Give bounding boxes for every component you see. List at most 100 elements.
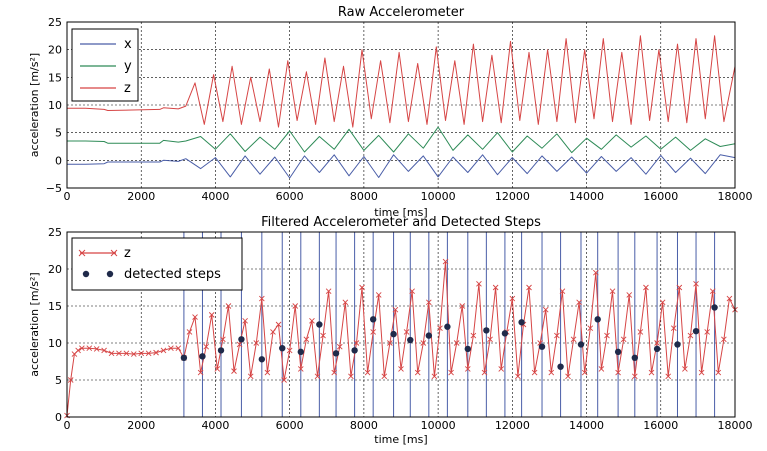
data-marker bbox=[387, 340, 393, 346]
data-marker bbox=[168, 345, 174, 351]
legend-marker bbox=[110, 249, 118, 257]
data-marker bbox=[275, 321, 282, 328]
legend-label: z bbox=[124, 81, 131, 96]
data-marker bbox=[709, 288, 716, 295]
data-marker bbox=[259, 295, 265, 302]
y-axis-label: acceleration [m/s²] bbox=[28, 53, 41, 157]
data-marker bbox=[101, 347, 107, 354]
legend-marker bbox=[82, 270, 90, 278]
step-point bbox=[653, 345, 661, 353]
chart-title: Raw Accelerometer bbox=[338, 5, 465, 20]
legend-label: y bbox=[124, 59, 132, 74]
data-marker bbox=[648, 369, 655, 376]
data-marker bbox=[470, 332, 477, 339]
x-tick-label: 8000 bbox=[350, 419, 378, 432]
data-marker bbox=[253, 340, 260, 346]
step-point bbox=[711, 304, 718, 311]
data-marker bbox=[325, 288, 332, 295]
legend-marker bbox=[106, 270, 114, 278]
data-marker bbox=[175, 345, 182, 351]
data-marker bbox=[236, 341, 243, 348]
y-tick-label: 20 bbox=[48, 263, 62, 276]
data-marker bbox=[208, 312, 215, 318]
data-marker bbox=[153, 349, 159, 356]
step-point bbox=[674, 341, 681, 348]
data-marker bbox=[659, 299, 666, 306]
data-marker bbox=[704, 329, 710, 335]
y-tick-label: 5 bbox=[55, 374, 62, 387]
y-tick-label: 15 bbox=[48, 300, 62, 313]
data-marker bbox=[509, 295, 516, 302]
data-marker bbox=[559, 288, 566, 295]
data-marker bbox=[487, 336, 493, 343]
step-point bbox=[518, 319, 525, 326]
data-marker bbox=[348, 373, 354, 380]
series-line-y bbox=[67, 126, 736, 154]
data-marker bbox=[93, 346, 100, 352]
step-point bbox=[199, 353, 206, 360]
data-marker bbox=[670, 325, 677, 332]
data-marker bbox=[481, 369, 488, 376]
data-marker bbox=[145, 350, 152, 357]
data-marker bbox=[492, 284, 499, 291]
legend-box bbox=[71, 237, 243, 291]
data-marker bbox=[604, 332, 610, 339]
y-tick-label: 0 bbox=[55, 411, 62, 424]
legend-box bbox=[71, 28, 139, 102]
data-marker bbox=[398, 366, 404, 372]
data-marker bbox=[598, 366, 605, 372]
data-marker bbox=[286, 347, 293, 354]
step-point bbox=[332, 350, 340, 357]
step-point bbox=[316, 321, 323, 328]
data-marker bbox=[342, 299, 349, 306]
data-marker bbox=[687, 332, 694, 339]
x-tick-label: 6000 bbox=[276, 419, 304, 432]
x-tick-label: 18000 bbox=[718, 419, 753, 432]
chart-title: Filtered Accelerometer and Detected Step… bbox=[261, 215, 541, 230]
data-marker bbox=[526, 284, 532, 291]
data-marker bbox=[515, 373, 521, 380]
data-marker bbox=[242, 317, 248, 324]
data-marker bbox=[548, 369, 555, 376]
data-marker bbox=[353, 340, 360, 346]
data-marker bbox=[220, 336, 226, 343]
data-marker bbox=[554, 332, 560, 339]
data-marker bbox=[442, 258, 449, 265]
data-marker bbox=[542, 306, 549, 313]
data-marker bbox=[214, 366, 221, 372]
x-tick-label: 4000 bbox=[201, 190, 229, 203]
series-line-z bbox=[66, 261, 736, 416]
legend-label: z bbox=[124, 246, 131, 261]
data-marker bbox=[643, 284, 649, 291]
x-tick-label: 2000 bbox=[127, 419, 155, 432]
data-marker bbox=[370, 329, 376, 335]
y-tick-label: 20 bbox=[48, 44, 62, 57]
step-point bbox=[483, 327, 490, 334]
x-tick-label: 14000 bbox=[569, 419, 604, 432]
y-axis-label: acceleration [m/s²] bbox=[28, 272, 41, 376]
data-marker bbox=[231, 368, 237, 374]
y-tick-label: −5 bbox=[46, 182, 62, 195]
data-marker bbox=[75, 347, 81, 354]
data-marker bbox=[615, 369, 621, 376]
series-line-z bbox=[67, 35, 736, 128]
x-tick-label: 4000 bbox=[201, 419, 229, 432]
step-point bbox=[614, 348, 622, 356]
step-point bbox=[501, 330, 509, 337]
step-point bbox=[351, 347, 358, 354]
data-marker bbox=[626, 292, 633, 298]
data-marker bbox=[531, 369, 538, 376]
data-marker bbox=[420, 340, 427, 346]
x-tick-label: 12000 bbox=[495, 419, 530, 432]
y-tick-label: 0 bbox=[55, 154, 62, 167]
step-point bbox=[631, 354, 638, 361]
data-marker bbox=[336, 343, 343, 350]
step-point bbox=[407, 336, 414, 344]
plot-frame bbox=[66, 231, 736, 418]
data-marker bbox=[225, 303, 232, 309]
step-point bbox=[258, 356, 266, 363]
data-marker bbox=[437, 325, 443, 332]
data-marker bbox=[426, 299, 432, 306]
data-marker bbox=[247, 373, 254, 380]
step-point bbox=[217, 347, 225, 354]
